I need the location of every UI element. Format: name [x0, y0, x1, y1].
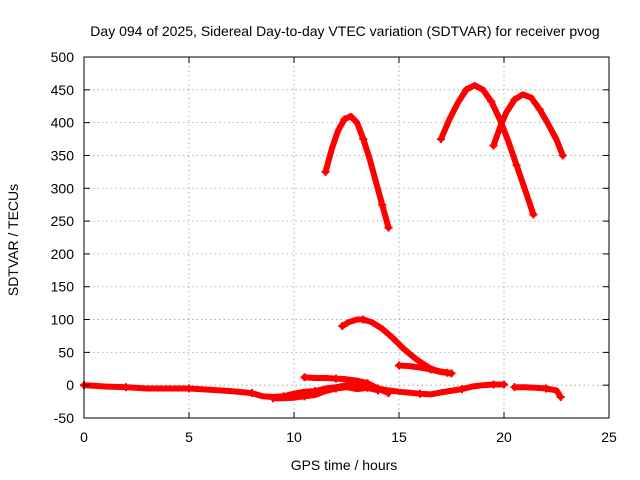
- y-tick-label: 350: [51, 147, 75, 163]
- series-arc-19.5h: [490, 91, 566, 159]
- y-tick-label: 100: [51, 312, 75, 328]
- data-point-marker: [510, 383, 519, 392]
- data-point-marker: [458, 385, 466, 394]
- data-point-marker: [338, 322, 347, 331]
- data-point-marker: [300, 392, 309, 401]
- series-arc-17h: [438, 82, 537, 218]
- data-point-marker: [388, 333, 397, 342]
- data-point-marker: [359, 315, 368, 324]
- x-tick-label: 15: [391, 429, 407, 445]
- series-arc-11.5h: [322, 113, 392, 231]
- data-point-marker: [248, 389, 256, 398]
- y-tick-label: 400: [51, 115, 75, 131]
- y-tick-label: 200: [51, 246, 75, 262]
- data-point-marker: [416, 389, 424, 398]
- y-tick-label: 50: [58, 344, 74, 360]
- x-tick-label: 5: [185, 429, 193, 445]
- data-point-marker: [269, 394, 277, 403]
- y-tick-label: 150: [51, 279, 75, 295]
- data-point-marker: [542, 384, 550, 393]
- data-point-marker: [340, 115, 349, 124]
- y-tick-label: 300: [51, 180, 75, 196]
- chart-title: Day 094 of 2025, Sidereal Day-to-day VTE…: [90, 23, 599, 39]
- data-point-marker: [384, 223, 393, 232]
- data-point-marker: [185, 384, 193, 393]
- data-point-marker: [512, 161, 521, 170]
- data-point-marker: [489, 141, 498, 150]
- data-point-marker: [332, 374, 340, 383]
- data-point-marker: [363, 379, 372, 388]
- x-axis-title: GPS time / hours: [291, 457, 398, 473]
- grid-lines: [84, 57, 609, 418]
- data-point-marker: [437, 135, 445, 144]
- data-point-marker: [300, 373, 309, 382]
- data-point-marker: [443, 368, 452, 377]
- data-point-marker: [462, 85, 471, 94]
- series-segment-10.5h: [301, 374, 392, 397]
- data-point-marker: [384, 389, 393, 398]
- x-tick-label: 0: [80, 429, 88, 445]
- data-series: [80, 82, 567, 403]
- axis-ticks: 0 5 10 15 20 25 -50 0 50 100 150 200 250 300 350 400 450…: [51, 49, 617, 445]
- data-point-marker: [359, 135, 368, 144]
- data-point-marker: [321, 167, 330, 176]
- data-point-marker: [378, 200, 387, 209]
- y-tick-label: 0: [66, 377, 74, 393]
- data-point-marker: [122, 383, 130, 392]
- series-baseline-lower-branch: [270, 384, 381, 402]
- data-point-marker: [487, 97, 496, 106]
- data-point-marker: [529, 210, 538, 219]
- y-tick-label: 500: [51, 49, 75, 65]
- data-point-marker: [332, 384, 340, 393]
- plot-frame: [83, 56, 610, 419]
- data-point-marker: [424, 363, 433, 372]
- data-point-marker: [535, 105, 544, 114]
- y-tick-label: 450: [51, 82, 75, 98]
- y-tick-label: 250: [51, 213, 75, 229]
- series-baseline: [81, 381, 507, 400]
- data-point-marker: [510, 95, 519, 104]
- x-tick-label: 10: [286, 429, 302, 445]
- data-point-marker: [395, 361, 403, 370]
- x-tick-label: 25: [601, 429, 617, 445]
- y-tick-label: -50: [54, 410, 74, 426]
- data-point-marker: [558, 151, 567, 160]
- y-axis-title: SDTVAR / TECUs: [5, 184, 21, 296]
- data-point-marker: [489, 380, 498, 389]
- series-segment-20.5h: [511, 384, 564, 400]
- data-point-marker: [500, 380, 508, 389]
- x-tick-label: 20: [496, 429, 512, 445]
- data-point-marker: [556, 392, 565, 401]
